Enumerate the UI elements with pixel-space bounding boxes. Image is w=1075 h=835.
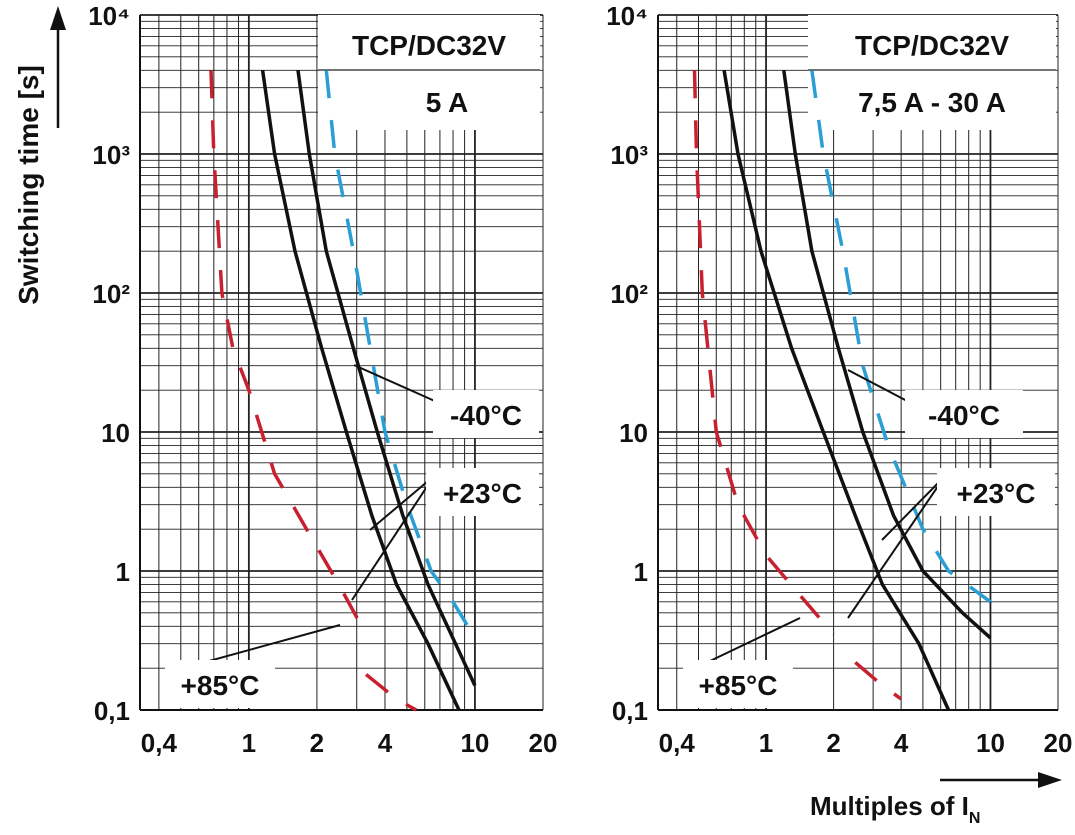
chart-panel-right: 0,4 1 2 4 10 20 0,1 1 10 10² 10³ 10⁴ TCP/DC32V 7,5 A … bbox=[606, 1, 1072, 758]
chart-panel-left: 0,4 1 2 4 10 20 0,1 1 10 10² 10³ 10⁴ TCP/DC32V 5 A -40… bbox=[88, 1, 557, 758]
y-tick-label: 10⁴ bbox=[606, 1, 648, 31]
y-tick-label: 10² bbox=[610, 279, 648, 309]
x-tick-label: 0,4 bbox=[659, 728, 696, 758]
temperature-label-text: +85°C bbox=[699, 670, 778, 701]
x-tick-label: 20 bbox=[1044, 728, 1073, 758]
temperature-label: +85°C bbox=[165, 624, 341, 708]
leader-line bbox=[881, 475, 946, 541]
x-axis-label-group: Multiples of IN bbox=[810, 772, 1062, 827]
temperature-label-text: +23°C bbox=[443, 478, 522, 509]
x-tick-label: 2 bbox=[826, 728, 840, 758]
leader-line bbox=[847, 369, 910, 403]
temperature-label: +23°C bbox=[351, 468, 539, 601]
series-curve bbox=[365, 673, 418, 712]
chart-title-line1: TCP/DC32V bbox=[855, 30, 1009, 61]
leader-line bbox=[847, 475, 946, 619]
series-curve bbox=[209, 70, 368, 636]
x-tick-label: 4 bbox=[378, 728, 393, 758]
series-curve bbox=[722, 70, 951, 711]
series-curve bbox=[260, 70, 461, 711]
series-40c bbox=[810, 70, 992, 604]
y-tick-label: 1 bbox=[116, 557, 130, 587]
series-curve bbox=[296, 70, 477, 687]
x-tick-label: 10 bbox=[460, 728, 489, 758]
x-tick-label: 0,4 bbox=[141, 728, 178, 758]
x-axis-label: Multiples of IN bbox=[810, 791, 980, 827]
chart-title-line2: 5 A bbox=[426, 87, 469, 118]
leader-line bbox=[353, 364, 438, 403]
temperature-label-box bbox=[937, 468, 1055, 516]
series-85c bbox=[209, 70, 418, 712]
temperature-label: +23°C bbox=[847, 468, 1055, 619]
x-tick-label: 10 bbox=[976, 728, 1005, 758]
x-tick-label: 2 bbox=[310, 728, 324, 758]
series-40c bbox=[324, 70, 477, 639]
title-box bbox=[808, 15, 1056, 130]
y-tick-label: 10⁴ bbox=[88, 1, 130, 31]
y-axis-arrow-head bbox=[50, 6, 66, 30]
y-tick-label: 10³ bbox=[610, 140, 648, 170]
y-axis-label-group: Switching time [s] bbox=[13, 6, 66, 305]
temperature-label-box bbox=[426, 468, 539, 516]
series-curve bbox=[782, 70, 992, 640]
leader-line bbox=[369, 475, 435, 531]
temperature-label-text: -40°C bbox=[928, 400, 1000, 431]
leader-line bbox=[351, 475, 435, 601]
chart-title-line1: TCP/DC32V bbox=[352, 30, 506, 61]
x-tick-label: 4 bbox=[894, 728, 909, 758]
x-tick-label: 20 bbox=[529, 728, 558, 758]
y-axis-label: Switching time [s] bbox=[13, 65, 44, 305]
series-23c bbox=[260, 70, 477, 711]
temperature-label-box bbox=[683, 660, 793, 708]
temperature-label-box bbox=[433, 390, 539, 438]
series-curve bbox=[854, 661, 903, 701]
y-tick-label: 10³ bbox=[92, 140, 130, 170]
x-axis-label-main: Multiples of I bbox=[810, 791, 969, 821]
temperature-label-box bbox=[165, 660, 275, 708]
temperature-label: -40°C bbox=[847, 369, 1023, 438]
y-tick-label: 0,1 bbox=[612, 696, 648, 726]
chart-title-line2: 7,5 A - 30 A bbox=[858, 87, 1006, 118]
temperature-label-text: -40°C bbox=[450, 400, 522, 431]
y-tick-label: 10 bbox=[619, 418, 648, 448]
y-tick-label: 0,1 bbox=[94, 696, 130, 726]
temperature-label-text: +23°C bbox=[957, 478, 1036, 509]
temperature-label: +85°C bbox=[683, 617, 801, 708]
series-curve bbox=[692, 70, 835, 636]
temperature-label-box bbox=[905, 390, 1023, 438]
x-axis-label-subscript: N bbox=[969, 810, 981, 827]
x-tick-label: 1 bbox=[242, 728, 256, 758]
x-tick-label: 1 bbox=[759, 728, 773, 758]
temperature-label: -40°C bbox=[353, 364, 539, 438]
series-curve bbox=[324, 70, 477, 639]
series-curve bbox=[810, 70, 992, 604]
temperature-label-text: +85°C bbox=[181, 670, 260, 701]
x-axis-arrow-head bbox=[1038, 772, 1062, 788]
y-tick-label: 10² bbox=[92, 279, 130, 309]
title-box bbox=[318, 15, 540, 130]
series-23c bbox=[722, 70, 992, 711]
y-tick-label: 10 bbox=[101, 418, 130, 448]
y-tick-label: 1 bbox=[634, 557, 648, 587]
series-85c bbox=[692, 70, 903, 701]
